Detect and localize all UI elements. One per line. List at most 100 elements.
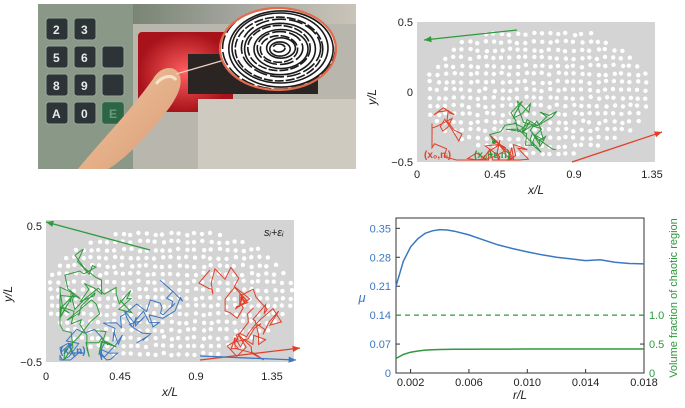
scatterer-dot xyxy=(161,255,166,260)
scatterer-dot xyxy=(531,95,536,100)
scatterer-dot xyxy=(249,335,254,340)
scatterer-dot xyxy=(498,40,504,45)
scatterer-dot xyxy=(89,280,95,285)
scatterer-dot xyxy=(562,87,567,92)
scatterer-dot xyxy=(618,56,623,61)
scatterer-dot xyxy=(50,303,55,308)
scatterer-dot xyxy=(273,262,279,267)
scatterer-dot xyxy=(201,303,206,308)
scatterer-dot xyxy=(556,31,561,37)
scatterer-dot xyxy=(548,30,553,36)
scatterer-dot xyxy=(216,240,222,246)
scatterer-dot xyxy=(500,88,506,93)
scatterer-dot xyxy=(586,120,592,125)
scatterer-dot xyxy=(540,39,545,44)
scatterer-dot xyxy=(89,287,95,292)
scatterer-dot xyxy=(121,231,127,237)
scatterer-dot xyxy=(96,263,102,268)
scatterer-dot xyxy=(619,111,624,117)
scatterer-dot xyxy=(533,63,538,69)
scatterer-dot xyxy=(105,336,110,341)
scatterer-dot xyxy=(554,56,559,61)
scatterer-dot xyxy=(547,80,553,86)
scatterer-dot xyxy=(595,143,601,148)
scatterer-dot xyxy=(571,48,577,54)
scatterer-dot xyxy=(538,103,543,108)
scatterer-dot xyxy=(555,63,561,69)
scatterer-dot xyxy=(500,96,505,101)
scatterer-dot xyxy=(95,320,101,325)
scatterer-dot xyxy=(532,111,537,116)
scatterer-dot xyxy=(249,264,254,270)
scatterer-dot xyxy=(498,136,504,141)
scatterer-dot xyxy=(56,280,61,285)
scatterer-dot xyxy=(161,350,166,356)
ytick-left-label: 0 xyxy=(385,368,391,380)
scatterer-dot xyxy=(467,88,472,93)
scatterer-dot xyxy=(120,271,126,276)
fingerprint-ridge xyxy=(269,41,292,57)
scatterer-dot xyxy=(634,87,640,93)
scatterer-dot xyxy=(636,118,641,124)
scatterer-dot xyxy=(458,54,464,59)
scatterer-dot xyxy=(49,295,55,300)
scatterer-dot xyxy=(476,143,481,148)
fingerprint-ridge xyxy=(259,34,299,64)
scatterer-dot xyxy=(153,335,158,341)
scatterer-dot xyxy=(427,95,433,101)
scatterer-dot xyxy=(120,328,125,333)
scatterer-dot xyxy=(225,240,230,245)
scatterer-dot xyxy=(482,95,488,101)
scatterer-dot xyxy=(249,255,254,260)
scatterer-dot xyxy=(498,55,504,60)
scatterer-dot xyxy=(554,102,559,108)
scatterer-dot xyxy=(475,79,480,84)
scatterer-dot xyxy=(216,336,221,341)
scatterer-dot xyxy=(97,239,103,244)
scatterer-dot xyxy=(233,248,238,253)
scatterer-dot xyxy=(603,63,608,69)
scatterer-dot xyxy=(161,334,167,339)
scatterer-dot xyxy=(508,88,513,94)
svg-text:2: 2 xyxy=(53,23,60,37)
scatterer-dot xyxy=(500,103,505,108)
scatterer-dot xyxy=(167,264,173,269)
scatterer-dot xyxy=(459,136,464,142)
scatterer-dot xyxy=(105,304,110,309)
scatterer-dot xyxy=(570,135,576,140)
scatterer-dot xyxy=(570,63,576,68)
scatterer-dot xyxy=(161,240,167,245)
trajectory-plot-b: 0.5 0 −0.5 0 0.45 0.9 1.35 x/L y/L (x₀,n… xyxy=(365,17,663,197)
scatterer-dot xyxy=(451,80,456,85)
scatterer-dot xyxy=(468,72,474,77)
scatterer-dot xyxy=(484,49,490,54)
scatterer-dot xyxy=(128,335,133,340)
xtick-label: 0.014 xyxy=(572,377,600,389)
scatterer-dot xyxy=(483,54,489,60)
scatterer-dot xyxy=(169,353,174,358)
scatterer-dot xyxy=(185,303,190,308)
scatterer-dot xyxy=(468,95,473,101)
scatterer-dot xyxy=(289,288,295,293)
scatterer-dot xyxy=(451,102,456,108)
svg-text:3: 3 xyxy=(81,23,88,37)
scatterer-dot xyxy=(507,136,512,142)
scatterer-dot xyxy=(239,272,245,278)
scatterer-dot xyxy=(242,287,247,292)
scatterer-dot xyxy=(120,319,126,324)
scatterer-dot xyxy=(571,79,576,84)
scatterer-dot xyxy=(626,72,632,77)
scatterer-dot xyxy=(483,86,488,92)
scatterer-dot xyxy=(596,47,602,52)
scatterer-dot xyxy=(48,286,53,292)
scatterer-dot xyxy=(620,120,625,126)
scatterer-dot xyxy=(121,351,126,356)
scatterer-dot xyxy=(435,64,441,70)
scatterer-dot xyxy=(271,279,276,284)
scatterer-dot xyxy=(80,303,86,308)
scatterer-dot xyxy=(111,288,117,294)
scatterer-dot xyxy=(482,128,488,133)
scatterer-dot xyxy=(183,254,189,260)
xtick-label: 0.010 xyxy=(514,377,542,389)
scatterer-dot xyxy=(95,336,101,341)
